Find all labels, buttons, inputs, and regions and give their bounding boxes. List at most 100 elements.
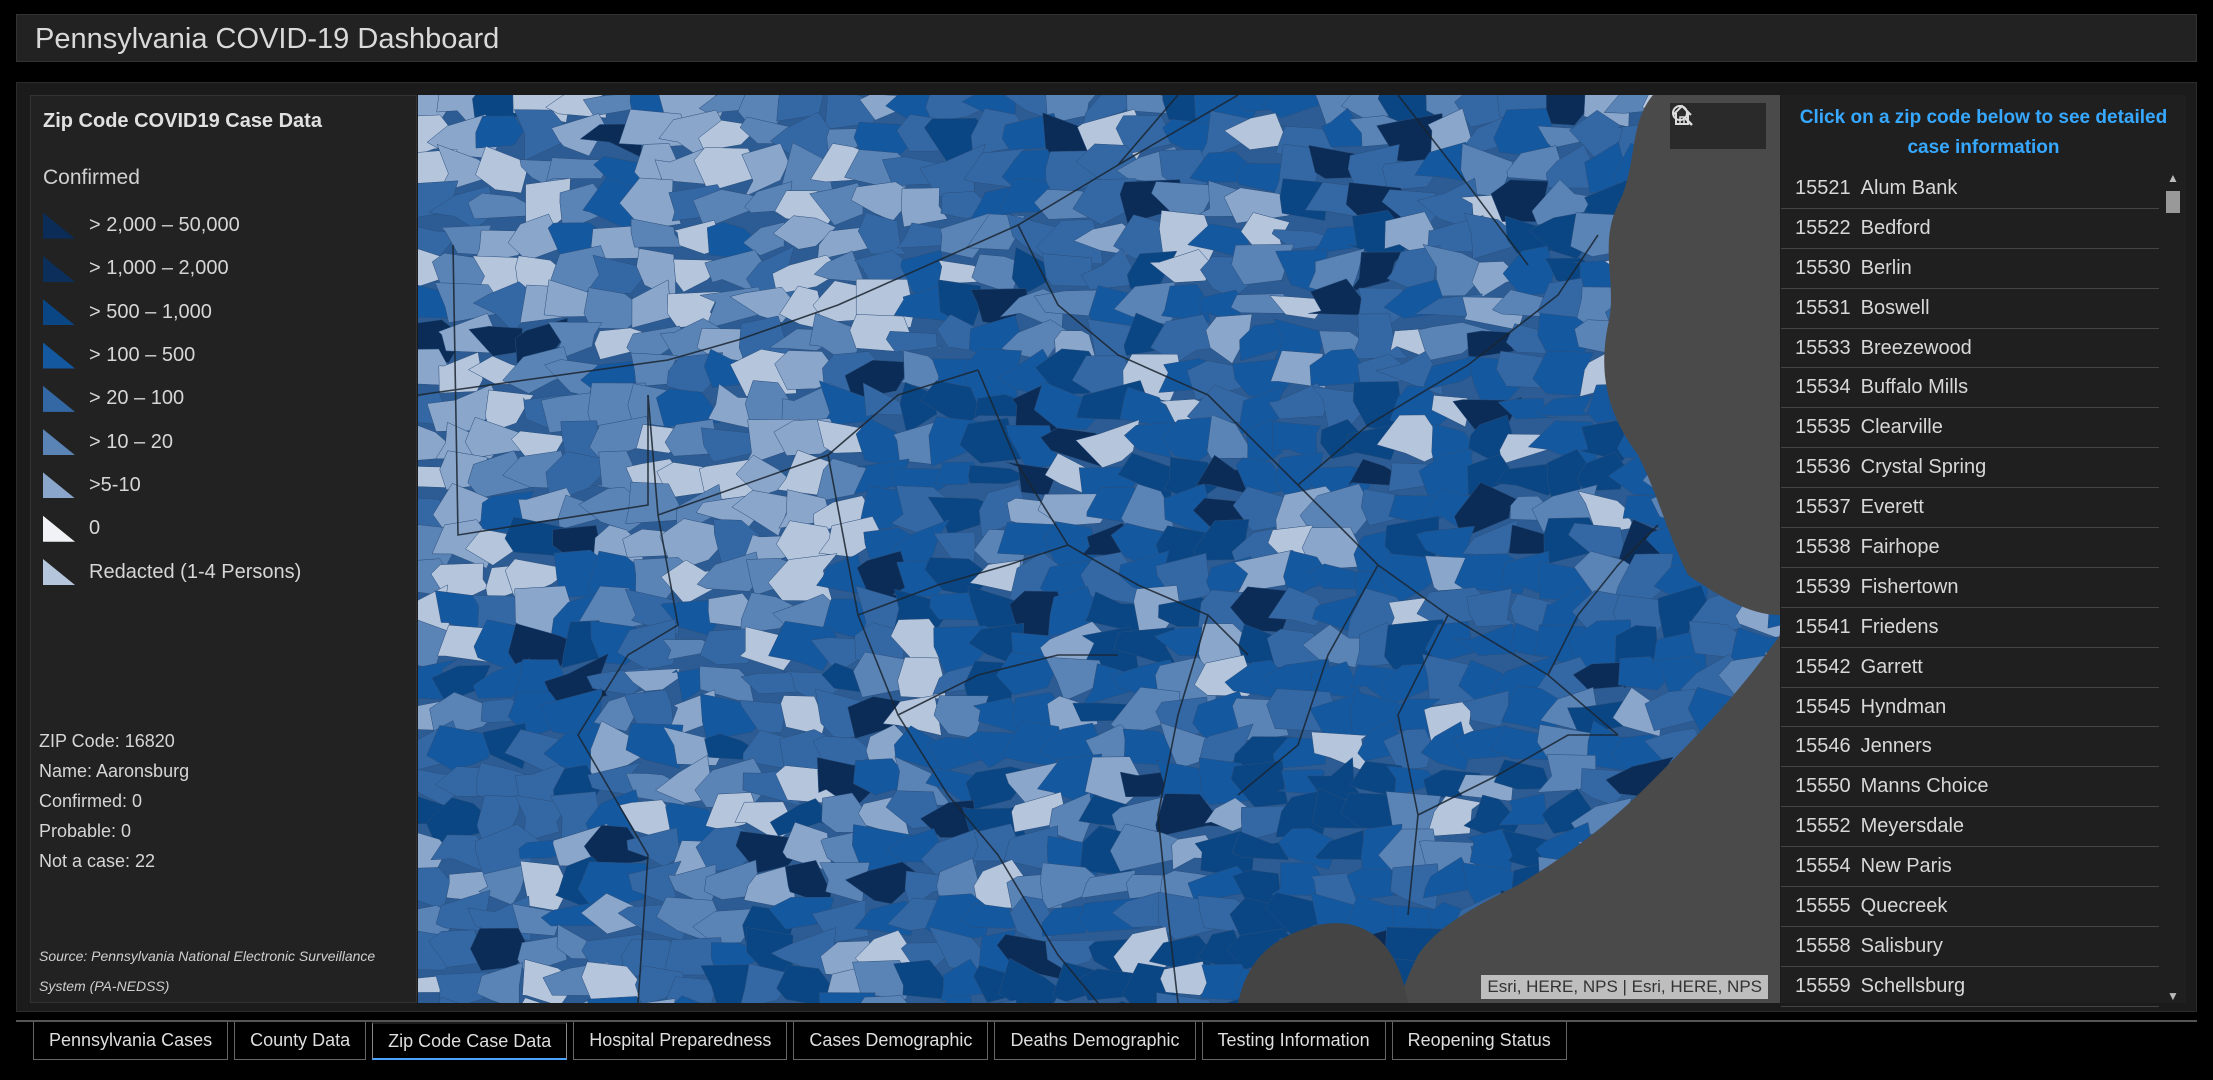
zip-list-item[interactable]: 15522 Bedford [1781, 209, 2159, 249]
zip-region[interactable] [502, 346, 572, 394]
zip-region[interactable] [475, 115, 525, 149]
zip-list-item[interactable]: 15535 Clearville [1781, 408, 2159, 449]
zip-region[interactable] [1422, 856, 1476, 899]
zip-region[interactable] [551, 113, 606, 157]
zip-list-item[interactable]: 15559 Schellsburg [1781, 967, 2159, 1007]
zip-list-item[interactable]: 15533 Breezewood [1781, 329, 2159, 369]
scroll-down-icon[interactable]: ▼ [2167, 989, 2179, 1003]
zip-region[interactable] [1299, 483, 1375, 535]
zip-region[interactable] [513, 109, 571, 161]
tab-county-data[interactable]: County Data [234, 1022, 367, 1060]
zip-region[interactable] [960, 903, 1017, 929]
zip-region[interactable] [1577, 451, 1626, 492]
zip-region[interactable] [476, 962, 524, 1004]
zip-list-item[interactable]: 15530 Berlin [1781, 249, 2159, 289]
zip-region[interactable] [589, 416, 655, 460]
zip-region[interactable] [768, 620, 840, 672]
zip-region[interactable] [1160, 961, 1210, 996]
zip-region[interactable] [961, 999, 1023, 1003]
zip-region[interactable] [586, 254, 650, 294]
zip-region[interactable] [1532, 350, 1594, 396]
zip-region[interactable] [623, 668, 680, 692]
tab-reopening-status[interactable]: Reopening Status [1391, 1022, 1567, 1060]
zip-list-item[interactable]: 15555 Quecreek [1781, 887, 2159, 927]
zip-region[interactable] [1150, 314, 1221, 363]
zip-list-item[interactable]: 15554 New Paris [1781, 847, 2159, 888]
zip-region[interactable] [430, 996, 488, 1003]
zip-region[interactable] [701, 427, 757, 463]
zip-region[interactable] [1045, 656, 1106, 702]
zip-list-item[interactable]: 15534 Buffalo Mills [1781, 368, 2159, 409]
zip-region[interactable] [940, 995, 987, 1004]
zip-list-item[interactable]: 15536 Crystal Spring [1781, 448, 2159, 489]
zip-region[interactable] [856, 995, 920, 1003]
zip-list-item[interactable]: 15552 Meyersdale [1781, 807, 2159, 848]
zip-region[interactable] [772, 254, 842, 295]
zip-region[interactable] [1004, 1001, 1070, 1003]
zip-list-item[interactable]: 15541 Friedens [1781, 608, 2159, 648]
zip-region[interactable] [485, 389, 534, 433]
zip-region[interactable] [772, 215, 837, 250]
zip-list-item[interactable]: 15545 Hyndman [1781, 688, 2159, 728]
zip-region[interactable] [587, 996, 647, 1003]
zip-list-scrollbar[interactable]: ▲ ▼ [2164, 171, 2182, 1003]
tab-cases-demographic[interactable]: Cases Demographic [793, 1022, 989, 1060]
zip-region[interactable] [1161, 283, 1211, 323]
zip-region[interactable] [1156, 992, 1215, 1003]
zip-region[interactable] [1113, 926, 1172, 977]
zip-region[interactable] [1493, 759, 1550, 790]
tab-testing-information[interactable]: Testing Information [1201, 1022, 1386, 1060]
zip-region[interactable] [968, 464, 1029, 485]
zip-list-item[interactable]: 15537 Everett [1781, 488, 2159, 529]
scroll-thumb[interactable] [2166, 191, 2180, 213]
zip-region[interactable] [1047, 997, 1105, 1003]
zip-region[interactable] [619, 177, 682, 231]
zip-region[interactable] [857, 212, 907, 255]
zip-region[interactable] [664, 976, 718, 1003]
zip-region[interactable] [844, 861, 922, 905]
zip-region[interactable] [998, 957, 1067, 1003]
zip-region[interactable] [635, 965, 686, 1003]
zip-list-item[interactable]: 15531 Boswell [1781, 289, 2159, 329]
zip-region[interactable] [656, 388, 721, 428]
zip-region[interactable] [742, 221, 785, 256]
zip-region[interactable] [1261, 95, 1333, 119]
zip-region[interactable] [1233, 549, 1294, 594]
zip-region[interactable] [1205, 313, 1253, 364]
zip-region[interactable] [1321, 107, 1369, 148]
zip-region[interactable] [1462, 690, 1509, 727]
zip-list-item[interactable]: 15538 Fairhope [1781, 528, 2159, 568]
zip-region[interactable] [770, 927, 837, 976]
zip-region[interactable] [901, 187, 949, 228]
tab-hospital-preparedness[interactable]: Hospital Preparedness [573, 1022, 788, 1060]
map-canvas[interactable] [418, 95, 1780, 1003]
scroll-up-icon[interactable]: ▲ [2167, 171, 2179, 185]
zip-list-item[interactable]: 15521 Alum Bank [1781, 169, 2159, 209]
zip-region[interactable] [815, 992, 876, 1004]
zip-region[interactable] [934, 461, 979, 486]
zip-region[interactable] [1418, 322, 1493, 361]
zip-region[interactable] [1420, 721, 1470, 771]
zip-list-item[interactable]: 15539 Fishertown [1781, 568, 2159, 608]
zip-region[interactable] [1546, 95, 1593, 126]
zip-region[interactable] [1385, 765, 1440, 797]
zip-region[interactable] [1498, 793, 1548, 826]
home-icon[interactable] [1672, 103, 1766, 149]
zip-region[interactable] [658, 995, 727, 1003]
zip-region[interactable] [1502, 245, 1555, 296]
zip-region[interactable] [1197, 723, 1254, 769]
tab-deaths-demographic[interactable]: Deaths Demographic [994, 1022, 1196, 1060]
zip-region[interactable] [1644, 688, 1702, 732]
zip-region[interactable] [544, 652, 609, 702]
zip-region[interactable] [434, 282, 498, 324]
zip-region[interactable] [1036, 219, 1103, 265]
tab-pennsylvania-cases[interactable]: Pennsylvania Cases [33, 1022, 229, 1060]
zip-region[interactable] [1267, 586, 1328, 627]
zip-region[interactable] [1231, 831, 1289, 861]
zip-list-item[interactable]: 15558 Salisbury [1781, 927, 2159, 967]
zip-region[interactable] [435, 971, 491, 1003]
zip-region[interactable] [418, 867, 452, 910]
zip-list-item[interactable]: 15542 Garrett [1781, 648, 2159, 688]
zip-list-item[interactable]: 15550 Manns Choice [1781, 767, 2159, 808]
choropleth-map[interactable]: Esri, HERE, NPS | Esri, HERE, NPS [418, 95, 1780, 1003]
